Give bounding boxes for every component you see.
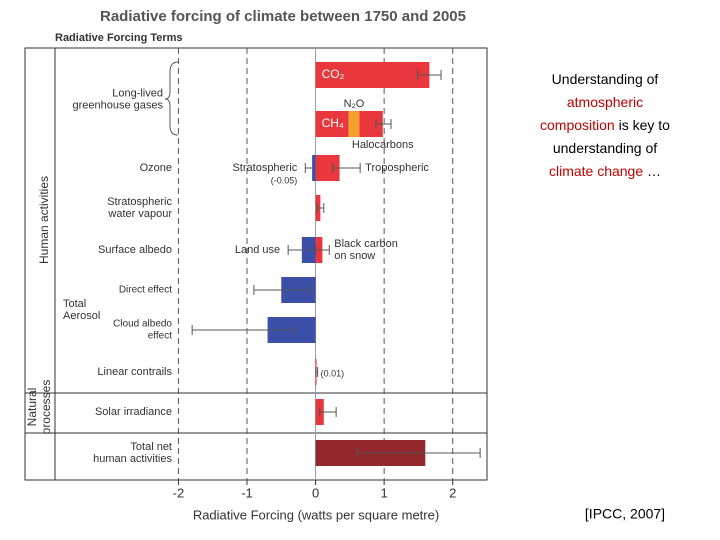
row-label: Ozone <box>140 162 172 174</box>
row-label: human activities <box>93 453 172 465</box>
side-label: processes <box>39 380 53 435</box>
error-bar <box>191 325 296 335</box>
error-bar <box>315 245 330 255</box>
row-label: Total net <box>130 441 172 453</box>
segment-label: N₂O <box>344 98 365 110</box>
x-axis-label: Radiative Forcing (watts per square metr… <box>193 507 439 522</box>
error-bar <box>319 407 337 417</box>
x-tick-label: 2 <box>449 485 456 500</box>
row-label: Total <box>63 298 86 310</box>
segment-label: Tropospheric <box>365 162 429 174</box>
error-bar <box>356 448 481 458</box>
slide-text-line: Understanding of <box>552 71 659 87</box>
error-bar <box>253 285 310 295</box>
citation: [IPCC, 2007] <box>585 506 665 522</box>
error-bar <box>417 70 442 80</box>
plot-frame <box>24 47 488 481</box>
segment-note: (-0.05) <box>271 175 298 185</box>
row-sublabel: effect <box>148 331 172 342</box>
error-bar <box>375 119 392 129</box>
error-bar <box>315 367 319 377</box>
x-tick-label: 1 <box>381 485 388 500</box>
slide-text: Understanding of <box>552 71 659 87</box>
row-sublabel: Cloud albedo <box>113 319 172 330</box>
row-label: Solar irradiance <box>95 406 172 418</box>
x-tick-label: -1 <box>241 485 253 500</box>
slide-text: atmospheric <box>567 94 643 110</box>
bar-segment <box>348 111 360 137</box>
row-label: greenhouse gases <box>72 99 163 111</box>
row-sublabel: Direct effect <box>119 285 172 296</box>
x-tick-label: -2 <box>173 485 185 500</box>
slide-text: … <box>643 163 661 179</box>
bar-segment <box>315 62 430 88</box>
segment-note: (0.01) <box>321 368 345 378</box>
brace <box>164 61 179 136</box>
row-label: Stratospheric <box>107 196 172 208</box>
error-bar <box>332 163 361 173</box>
slide-text: composition <box>540 117 615 133</box>
side-label: Natural <box>25 388 39 427</box>
chart-subtitle: Radiative Forcing Terms <box>55 32 183 44</box>
row-label: Surface albedo <box>98 244 172 256</box>
segment-label: Land use <box>235 244 280 256</box>
row-label: Linear contrails <box>97 366 172 378</box>
segment-label: Black carbon <box>334 238 398 250</box>
segment-label: Halocarbons <box>352 139 414 151</box>
slide-text: climate change <box>549 163 643 179</box>
row-label: water vapour <box>107 208 172 220</box>
bar-segment <box>359 111 383 137</box>
segment-label: CO₂ <box>322 67 345 81</box>
error-bar <box>316 203 325 213</box>
slide-text-line: composition is key to <box>540 117 670 133</box>
segment-label: on snow <box>334 250 375 262</box>
bar-segment <box>315 111 349 137</box>
slide-text: understanding of <box>553 140 657 156</box>
side-label: Human activities <box>37 176 51 264</box>
segment-label: Stratospheric <box>232 162 297 174</box>
x-tick-label: 0 <box>312 485 319 500</box>
slide-text-line: understanding of <box>553 140 657 156</box>
slide-text: is key to <box>615 117 670 133</box>
slide-text-line: atmospheric <box>567 94 643 110</box>
chart-title: Radiative forcing of climate between 175… <box>100 8 466 25</box>
row-label: Long-lived <box>112 87 163 99</box>
segment-label: CH₄ <box>322 116 344 130</box>
slide-text-line: climate change … <box>549 163 661 179</box>
row-label: Aerosol <box>63 310 100 322</box>
